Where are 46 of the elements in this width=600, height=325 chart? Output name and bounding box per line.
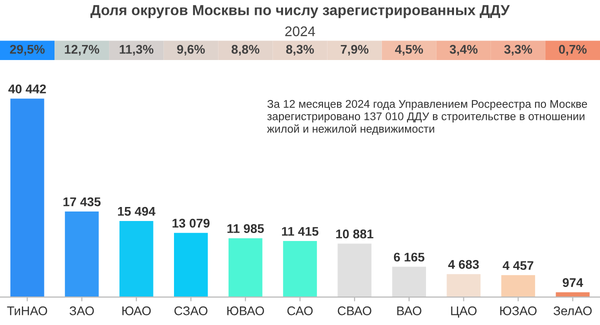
data-label: 11 985 xyxy=(227,224,264,233)
data-label: 4,5% xyxy=(395,44,424,56)
data-label: 29,5% xyxy=(10,44,45,56)
bar xyxy=(283,241,317,298)
bar xyxy=(228,238,262,298)
bar xyxy=(392,266,426,298)
x-tick-label: СЗАО xyxy=(174,306,208,316)
annotation: За 12 месяцев 2024 года Управлением Росреестра по Москве зарегистрировано 137 010 ДДУ в строительстве в отношении жилой и нежилой недвижимости xyxy=(267,100,588,135)
bar xyxy=(10,98,44,298)
data-label: 3,3% xyxy=(504,44,532,56)
bar xyxy=(446,274,481,298)
bar xyxy=(119,221,154,298)
data-label: 11 415 xyxy=(282,227,318,236)
data-label: 4 457 xyxy=(502,261,534,270)
x-tick-label: ЦАО xyxy=(451,306,477,318)
x-tick-label: ЮВАО xyxy=(227,306,264,316)
data-label: 11,3% xyxy=(120,44,154,56)
x-tick-label: ЗелАО xyxy=(554,306,592,316)
data-label: 9,6% xyxy=(177,44,205,56)
data-label: 13 079 xyxy=(172,218,210,228)
x-tick-label: СВАО xyxy=(338,306,372,316)
chart-subtitle: 2024 xyxy=(285,26,316,36)
data-label: 17 435 xyxy=(63,197,101,206)
x-tick-label: ВАО xyxy=(397,306,422,316)
chart-title: Доля округов Москвы по числу зарегистрированных ДДУ xyxy=(90,5,510,18)
x-tick-label: ЮАО xyxy=(122,306,151,316)
data-label: 12,7% xyxy=(64,44,100,56)
x-tick-label: ТиНАО xyxy=(7,306,48,316)
data-label: 8,3% xyxy=(286,44,314,56)
bar xyxy=(64,211,99,298)
data-label: 15 494 xyxy=(118,206,156,216)
data-label: 10 881 xyxy=(336,230,374,238)
data-label: 974 xyxy=(562,278,584,288)
data-label: 3,4% xyxy=(450,44,478,56)
bar xyxy=(501,275,536,298)
data-label: 40 442 xyxy=(8,84,46,94)
x-tick-label: ЮЗАО xyxy=(500,306,537,316)
bar xyxy=(174,232,208,298)
data-label: 6 165 xyxy=(394,252,424,262)
data-label: 0,7% xyxy=(558,44,587,56)
data-label: 4 683 xyxy=(448,260,479,269)
x-tick-label: ЗАО xyxy=(70,306,94,316)
data-label: 8,8% xyxy=(232,44,260,56)
data-label: 7,9% xyxy=(340,44,368,56)
x-tick-label: САО xyxy=(287,306,313,316)
bar xyxy=(338,244,372,298)
